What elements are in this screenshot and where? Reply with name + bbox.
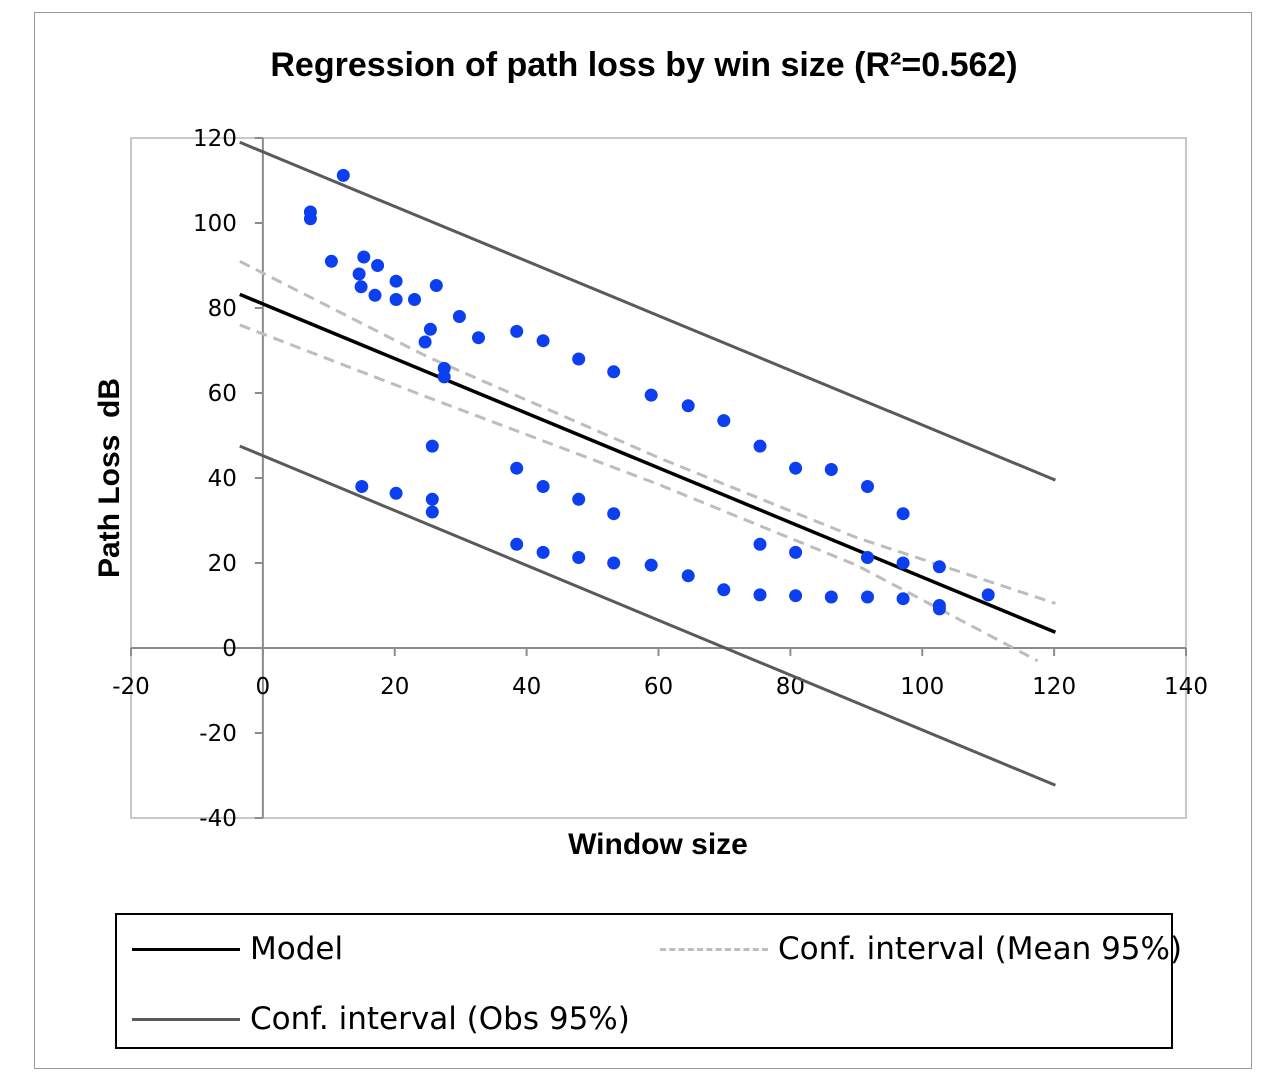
- data-point: [389, 274, 403, 288]
- data-point: [437, 370, 451, 384]
- legend: Model Conf. interval (Mean 95%) Conf. in…: [115, 913, 1182, 1049]
- data-point: [536, 545, 550, 559]
- data-point: [371, 259, 385, 272]
- y-axis-label: Path Loss dB: [93, 378, 126, 578]
- axes: [130, 137, 1187, 819]
- y-tick-label: 120: [193, 126, 237, 152]
- x-tick-label: 0: [256, 674, 271, 700]
- data-point: [824, 463, 838, 476]
- x-tick-label: 120: [1032, 674, 1076, 700]
- data-point: [753, 588, 767, 602]
- data-point: [681, 399, 695, 413]
- data-point: [429, 279, 443, 292]
- data-point: [896, 507, 910, 521]
- data-point: [824, 590, 838, 604]
- data-point: [536, 334, 550, 348]
- data-point: [896, 556, 910, 570]
- data-point: [510, 461, 524, 475]
- data-point: [717, 583, 731, 597]
- y-tick-label: 20: [208, 551, 237, 577]
- data-point: [789, 461, 803, 475]
- data-point: [452, 310, 466, 323]
- data-point: [368, 288, 382, 302]
- data-point: [644, 558, 658, 572]
- y-tick-label: -20: [199, 721, 237, 747]
- data-point: [355, 480, 369, 493]
- y-tick-label: 60: [208, 381, 237, 407]
- data-point: [753, 537, 767, 551]
- legend-item-model: Model: [132, 931, 343, 967]
- data-point: [357, 250, 371, 264]
- legend-item-mean-ci: Conf. interval (Mean 95%): [660, 931, 1182, 967]
- x-tick-label: 40: [512, 674, 541, 700]
- x-tick-label: 100: [900, 674, 944, 700]
- legend-label-mean-ci: Conf. interval (Mean 95%): [778, 931, 1183, 967]
- data-point: [418, 335, 432, 349]
- data-point: [789, 545, 803, 559]
- series-line-conf-interval-mean-95-2: [239, 259, 1056, 605]
- data-point: [425, 492, 439, 506]
- chart-title: Regression of path loss by win size (R²=…: [270, 46, 1017, 84]
- data-point: [861, 590, 874, 604]
- data-point: [932, 560, 946, 574]
- series-lines: [239, 140, 1057, 787]
- data-points: [303, 168, 995, 616]
- data-point: [896, 592, 910, 606]
- data-point: [861, 551, 874, 564]
- y-tick-label: -40: [199, 806, 237, 832]
- x-axis-label: Window size: [568, 828, 748, 861]
- y-tick-label: 100: [193, 211, 237, 237]
- data-point: [572, 492, 586, 506]
- data-point: [389, 293, 403, 306]
- data-point: [423, 322, 437, 336]
- data-point: [681, 569, 695, 583]
- data-point: [510, 324, 524, 338]
- legend-swatch-model: [132, 947, 240, 951]
- x-tick-label: 140: [1164, 674, 1208, 700]
- data-point: [789, 589, 803, 603]
- data-point: [352, 267, 366, 281]
- data-point: [472, 331, 485, 345]
- legend-swatch-obs-ci: [132, 1017, 240, 1021]
- data-point: [536, 480, 550, 493]
- x-tick-label: -20: [112, 674, 150, 700]
- legend-swatch-mean-ci: [660, 947, 768, 951]
- data-point: [861, 480, 874, 493]
- data-point: [425, 505, 439, 519]
- series-line-unnamed-5: [239, 444, 1056, 787]
- data-point: [336, 168, 350, 182]
- data-point: [932, 602, 946, 616]
- data-point: [510, 537, 524, 551]
- tick-labels: -20 0 20 40 60 80 100 120 140-40-200204060801001…: [112, 126, 1208, 832]
- series-line-conf-interval-obs-95-4: [239, 140, 1056, 482]
- data-point: [303, 212, 317, 226]
- x-tick-label: 20: [380, 674, 409, 700]
- data-point: [607, 365, 621, 379]
- legend-label-model: Model: [250, 931, 344, 967]
- data-point: [607, 556, 621, 570]
- y-tick-label: 40: [208, 466, 237, 492]
- y-tick-label: 0: [222, 636, 237, 662]
- data-point: [408, 293, 421, 306]
- plot-area: [130, 137, 1187, 819]
- data-point: [324, 254, 338, 268]
- data-point: [607, 507, 621, 521]
- data-point: [425, 439, 439, 453]
- legend-label-obs-ci: Conf. interval (Obs 95%): [250, 1001, 630, 1037]
- series-line-model-1: [239, 292, 1057, 634]
- data-point: [354, 280, 368, 294]
- data-point: [717, 414, 731, 428]
- legend-item-obs-ci: Conf. interval (Obs 95%): [132, 1001, 630, 1037]
- data-point: [753, 439, 767, 453]
- data-point: [572, 352, 586, 366]
- y-tick-label: 80: [208, 296, 237, 322]
- data-point: [572, 551, 586, 564]
- series-line-unnamed-3: [239, 323, 1039, 663]
- data-point: [644, 388, 658, 402]
- data-point: [981, 588, 995, 602]
- chart-frame: [34, 12, 1252, 1069]
- data-point: [389, 486, 403, 500]
- x-tick-label: 60: [644, 674, 673, 700]
